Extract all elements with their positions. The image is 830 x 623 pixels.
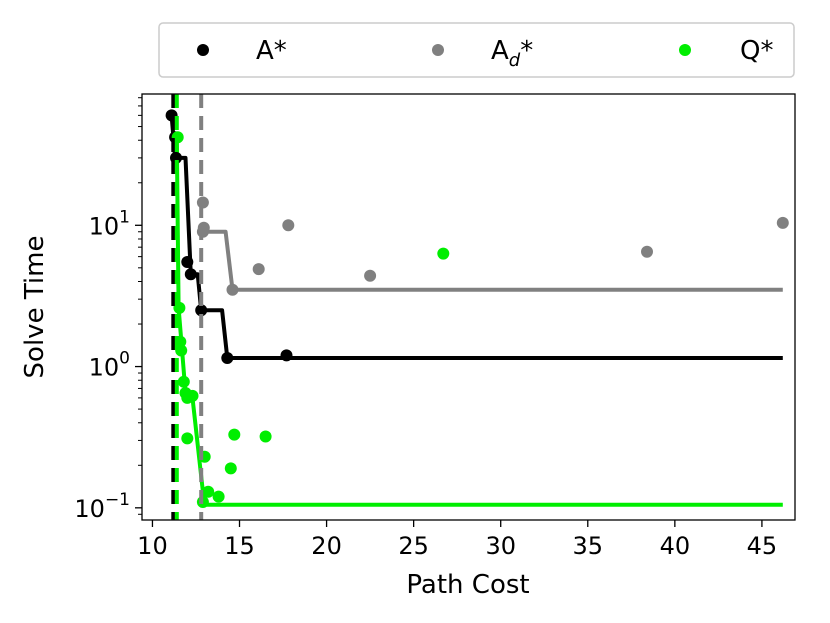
point-a-d-star <box>252 263 265 276</box>
x-tick-label: 30 <box>485 532 516 560</box>
x-tick-label: 20 <box>311 532 342 560</box>
point-a-star <box>221 352 234 364</box>
point-a-d-star <box>776 216 789 229</box>
plot-frame <box>141 93 796 521</box>
x-tick-label: 10 <box>137 532 168 560</box>
y-axis-title: Solve Time <box>20 236 50 379</box>
point-a-star <box>184 268 197 281</box>
x-axis-title: Path Cost <box>406 570 529 600</box>
legend: A* Ad* Q* <box>158 22 795 78</box>
point-a-d-star <box>364 269 377 282</box>
legend-frame <box>158 22 795 78</box>
point-q-star <box>259 430 272 443</box>
plot-marks <box>165 94 789 520</box>
point-a-d-star <box>226 283 239 296</box>
frontier-line-q-star <box>174 137 783 507</box>
point-a-star <box>181 256 194 268</box>
point-a-d-star <box>641 245 653 258</box>
point-q-star <box>224 462 237 475</box>
legend-label-q-star: Q* <box>740 36 773 66</box>
frontier-line-a-d-star <box>202 229 783 292</box>
frontier-line-a-star <box>169 115 783 360</box>
x-tick-label: 40 <box>660 532 691 560</box>
point-q-star <box>212 490 225 503</box>
y-tick-label: 10−1 <box>74 490 130 523</box>
x-tick-label: 45 <box>747 532 778 560</box>
point-q-star <box>228 428 241 441</box>
x-tick-label: 35 <box>573 532 604 560</box>
legend-marker-a-star <box>197 44 209 56</box>
x-tick-label: 25 <box>398 532 429 560</box>
point-q-star <box>202 485 215 498</box>
legend-marker-q-star <box>679 44 691 56</box>
legend-marker-a-d-star <box>432 44 444 56</box>
point-q-star <box>186 389 199 402</box>
point-q-star <box>181 432 194 445</box>
point-a-star <box>195 304 208 317</box>
x-tick-label: 15 <box>224 532 255 560</box>
legend-label-a-star: A* <box>256 36 287 66</box>
y-tick-label: 100 <box>89 349 130 382</box>
point-q-star <box>437 247 450 260</box>
point-q-star <box>177 375 190 388</box>
y-tick-label: 101 <box>89 207 130 240</box>
y-axis: 10−1 100 101 <box>74 97 142 523</box>
point-a-d-star <box>282 219 295 232</box>
x-axis: 10 15 20 25 30 35 40 45 <box>137 520 777 560</box>
point-a-star <box>280 349 293 362</box>
